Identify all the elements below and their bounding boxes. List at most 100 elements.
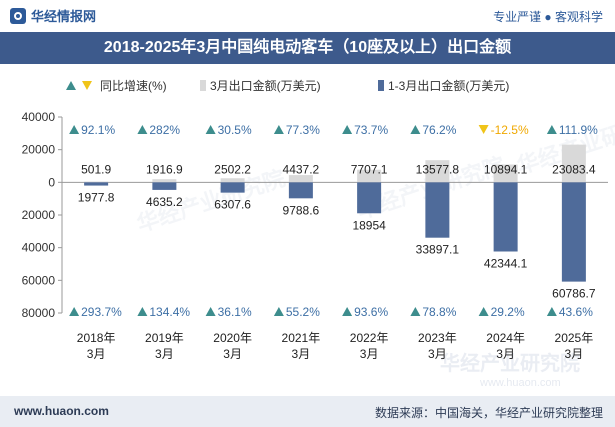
data-label-march: 13577.8	[416, 162, 460, 176]
y-tick-label: 0	[48, 175, 55, 189]
brand-logo: 华经情报网	[10, 6, 96, 25]
data-label-cumulative: 60786.7	[552, 287, 596, 301]
y-tick-label: 40000	[22, 110, 56, 124]
x-tick-label-month: 3月	[428, 347, 447, 361]
brand-logo-icon	[10, 7, 26, 24]
growth-up-icon	[205, 125, 216, 134]
x-tick-label-month: 3月	[223, 347, 242, 361]
y-tick-label: 20000	[22, 143, 56, 157]
data-label-cumulative: 9788.6	[283, 203, 320, 217]
growth-down-icon	[478, 125, 489, 134]
legend-march-label: 3月出口金额(万美元)	[210, 78, 321, 93]
bar-march	[220, 178, 245, 183]
top-bar: 华经情报网 专业严谨 ● 客观科学	[0, 0, 615, 28]
data-label-march: 2502.2	[214, 162, 251, 176]
growth-label-cumulative: 93.6%	[354, 305, 388, 319]
y-tick-label: 80000	[22, 306, 56, 320]
bar-cumulative	[357, 182, 382, 214]
bar-cumulative	[84, 182, 109, 186]
legend-growth-label: 同比增速(%)	[100, 79, 167, 93]
growth-label-march: 111.9%	[559, 123, 598, 137]
legend-down-triangle-icon	[82, 81, 92, 90]
growth-up-icon	[205, 307, 216, 316]
growth-label-cumulative: 29.2%	[491, 305, 525, 319]
data-label-march: 7707.1	[351, 162, 388, 176]
growth-up-icon	[273, 307, 284, 316]
x-tick-label-year: 2021年	[282, 331, 321, 345]
x-tick-label-month: 3月	[360, 347, 379, 361]
data-label-march: 10894.1	[484, 162, 528, 176]
growth-up-icon	[137, 125, 148, 134]
growth-up-icon	[342, 307, 353, 316]
tagline: 专业严谨 ● 客观科学	[493, 10, 603, 24]
growth-up-icon	[478, 307, 489, 316]
bar-cumulative	[425, 182, 450, 238]
growth-label-cumulative: 43.6%	[559, 305, 593, 319]
growth-label-march: -12.5%	[491, 123, 529, 137]
data-label-cumulative: 33897.1	[416, 243, 460, 257]
bar-cumulative	[561, 182, 586, 282]
bar-march	[493, 164, 518, 183]
bar-cumulative	[152, 182, 177, 190]
growth-up-icon	[410, 125, 421, 134]
watermark-text: 华经产业研究院	[440, 351, 580, 375]
x-tick-label-month: 3月	[565, 347, 584, 361]
growth-label-cumulative: 134.4%	[149, 305, 190, 319]
growth-label-cumulative: 36.1%	[218, 305, 252, 319]
growth-label-cumulative: 55.2%	[286, 305, 320, 319]
growth-label-march: 77.3%	[286, 123, 320, 137]
data-label-cumulative: 6307.6	[214, 198, 251, 212]
growth-label-march: 92.1%	[81, 123, 115, 137]
brand-name: 华经情报网	[31, 9, 97, 24]
bar-march	[152, 179, 177, 183]
y-tick-label: 20000	[22, 208, 56, 222]
growth-up-icon	[69, 125, 80, 134]
growth-label-march: 30.5%	[218, 123, 252, 137]
x-tick-label-month: 3月	[496, 347, 515, 361]
bar-cumulative	[220, 182, 245, 193]
bar-cumulative	[493, 182, 518, 252]
bar-cumulative	[288, 182, 313, 199]
bar-march	[288, 175, 313, 183]
footer-source: 数据来源：中国海关，华经产业研究院整理	[374, 406, 603, 420]
bar-march	[425, 160, 450, 183]
bar-march	[561, 144, 586, 183]
data-label-cumulative: 42344.1	[484, 256, 528, 270]
y-tick-label: 40000	[22, 241, 56, 255]
y-tick-label: 60000	[22, 273, 56, 287]
x-tick-label-month: 3月	[292, 347, 311, 361]
legend-up-triangle-icon	[66, 81, 76, 90]
bar-march	[357, 169, 382, 183]
data-label-march: 4437.2	[283, 162, 320, 176]
legend-cumulative-swatch	[378, 80, 384, 91]
watermark-url: www.huaon.com	[479, 377, 561, 389]
footer: www.huaon.com 数据来源：中国海关，华经产业研究院整理	[0, 396, 615, 427]
legend-march-swatch	[200, 80, 206, 91]
x-tick-label-year: 2018年	[77, 331, 116, 345]
x-tick-label-year: 2024年	[486, 331, 525, 345]
x-tick-label-month: 3月	[155, 347, 174, 361]
growth-up-icon	[273, 125, 284, 134]
x-tick-label-year: 2022年	[350, 331, 389, 345]
chart-title: 2018-2025年3月中国纯电动客车（10座及以上）出口金额	[0, 32, 615, 64]
growth-label-cumulative: 78.8%	[422, 305, 456, 319]
data-label-march: 23083.4	[552, 162, 596, 176]
data-label-cumulative: 18954	[352, 218, 386, 232]
data-label-march: 501.9	[81, 162, 111, 176]
growth-label-march: 76.2%	[422, 123, 456, 137]
growth-label-march: 282%	[149, 123, 180, 137]
footer-website: www.huaon.com	[14, 404, 109, 418]
x-tick-label-year: 2019年	[145, 331, 184, 345]
growth-up-icon	[69, 307, 80, 316]
data-label-cumulative: 4635.2	[146, 195, 183, 209]
chart-area: 华经产业研究院华经产业研究院华经产业研究院华经产业研究院www.huaon.co…	[22, 78, 615, 389]
x-tick-label-year: 2025年	[555, 331, 594, 345]
growth-up-icon	[546, 125, 557, 134]
growth-label-march: 73.7%	[354, 123, 388, 137]
growth-label-cumulative: 293.7%	[81, 305, 122, 319]
x-tick-label-year: 2023年	[418, 331, 457, 345]
data-label-march: 1916.9	[146, 162, 183, 176]
data-label-cumulative: 1977.8	[78, 191, 115, 205]
x-tick-label-year: 2020年	[213, 331, 252, 345]
